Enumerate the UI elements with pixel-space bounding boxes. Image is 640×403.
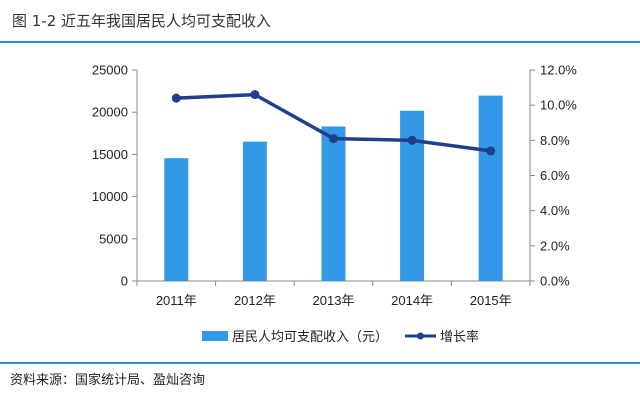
- y-right-tick-label: 0.0%: [540, 274, 570, 289]
- bar: [164, 158, 189, 281]
- x-tick-label: 2012年: [234, 293, 276, 308]
- y-left-tick-label: 25000: [92, 63, 128, 78]
- y-right-tick-label: 6.0%: [540, 168, 570, 183]
- bar: [321, 126, 346, 281]
- source-note: 资料来源：国家统计局、盈灿咨询: [10, 373, 206, 388]
- line-series: [171, 90, 496, 156]
- y-left-tick-label: 20000: [92, 105, 128, 120]
- x-tick-label: 2015年: [470, 293, 512, 308]
- growth-rate-point: [486, 146, 496, 156]
- bar-line-chart: 0 5000 10000 15000 20000 25000 0.0% 2.0% 4.0% 6.0…: [92, 63, 577, 345]
- y-right-tick-label: 2.0%: [540, 238, 570, 253]
- legend-swatch-bar: [202, 331, 228, 341]
- y-right-tick-label: 4.0%: [540, 203, 570, 218]
- y-right-tick-label: 10.0%: [540, 98, 577, 113]
- y-right-tick-label: 12.0%: [540, 63, 577, 78]
- y-left-tick-label: 5000: [99, 231, 128, 246]
- legend: 居民人均可支配收入（元） 增长率: [202, 329, 479, 344]
- y-left-tick-label: 0: [121, 274, 128, 289]
- x-tick-label: 2011年: [156, 293, 197, 308]
- bar: [478, 95, 503, 281]
- bottom-rule: [0, 362, 640, 364]
- growth-rate-point: [329, 134, 338, 144]
- growth-rate-point: [407, 135, 417, 145]
- y-right-tick-label: 8.0%: [540, 133, 570, 148]
- bar-series: [164, 95, 503, 281]
- top-rule: [0, 41, 640, 43]
- x-tick-label: 2013年: [313, 293, 355, 308]
- y-left-tick-label: 10000: [92, 189, 128, 204]
- y-left-tick-label: 15000: [92, 147, 128, 162]
- figure-title: 图 1-2 近五年我国居民人均可支配收入: [12, 12, 272, 30]
- bar: [242, 141, 267, 281]
- axes: 0 5000 10000 15000 20000 25000 0.0% 2.0% 4.0% 6.0…: [92, 63, 577, 309]
- legend-swatch-point: [417, 332, 424, 340]
- legend-label-bar: 居民人均可支配收入（元）: [232, 329, 388, 344]
- legend-label-line: 增长率: [440, 329, 479, 344]
- growth-rate-point: [250, 90, 260, 100]
- growth-rate-point: [171, 93, 181, 103]
- x-tick-label: 2014年: [391, 293, 433, 308]
